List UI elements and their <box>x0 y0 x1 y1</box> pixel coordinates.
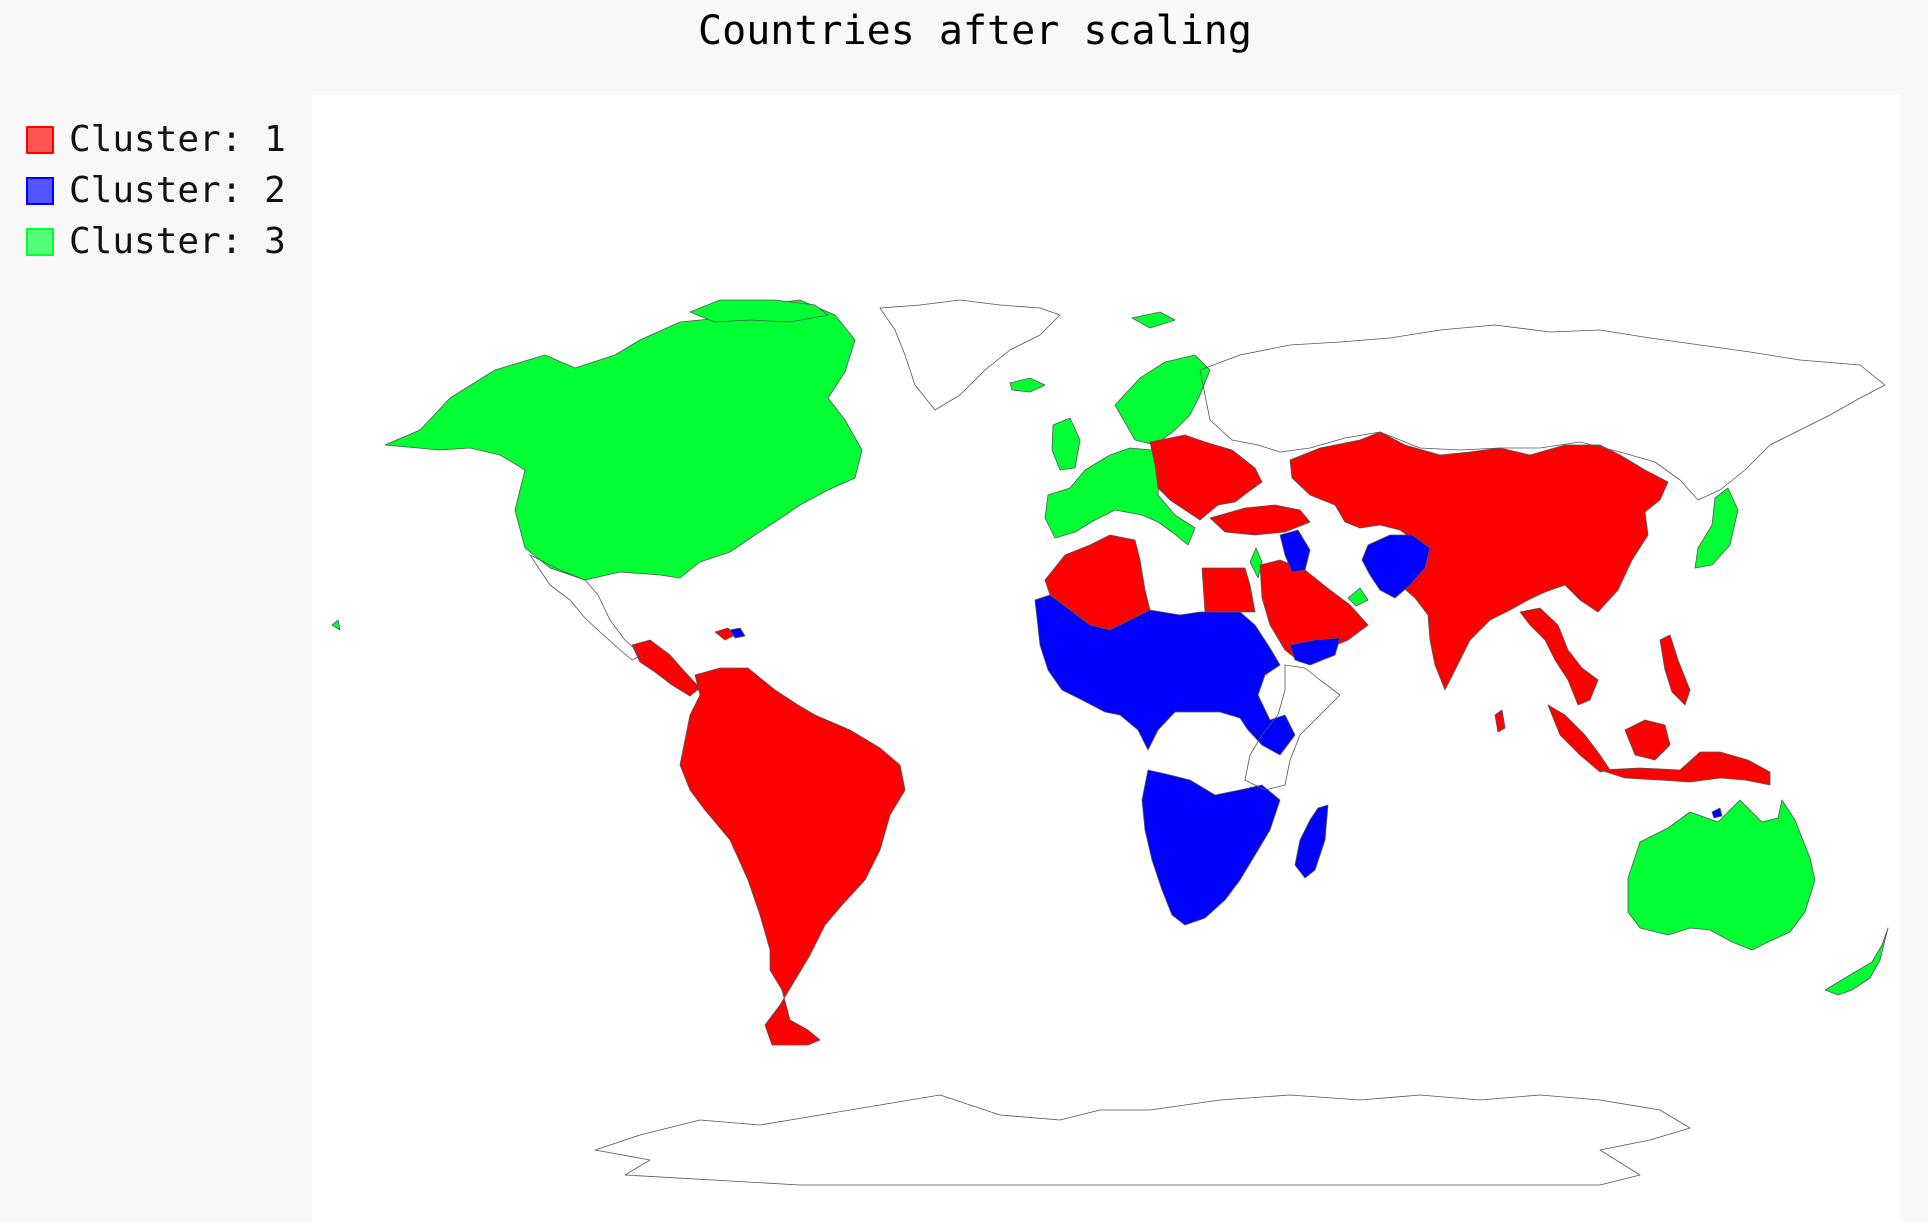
country-eastern-europe <box>1149 434 1263 521</box>
legend-item-cluster-2[interactable]: Cluster: 2 <box>26 165 286 216</box>
country-yemen <box>1289 637 1341 666</box>
country-israel-jordan <box>1249 547 1263 579</box>
country-indonesia-east <box>1599 751 1771 786</box>
country-new-zealand <box>1824 927 1889 996</box>
map-panel <box>312 95 1900 1222</box>
country-iraq-syria <box>1279 529 1311 573</box>
country-norway-sweden-finland <box>1114 354 1211 446</box>
legend-label-cluster-3: Cluster: 3 <box>69 221 286 262</box>
country-iran-afghanistan-pakistan <box>1361 534 1431 599</box>
country-southern-africa <box>1141 769 1281 926</box>
legend: Cluster: 1 Cluster: 2 Cluster: 3 <box>26 114 286 267</box>
country-sri-lanka <box>1494 709 1506 733</box>
legend-swatch-cluster-3 <box>26 227 54 256</box>
world-map <box>331 299 1889 1186</box>
legend-label-cluster-2: Cluster: 2 <box>69 170 286 211</box>
country-russia-outline <box>1199 324 1886 501</box>
country-antarctica-outline <box>594 1094 1691 1186</box>
legend-swatch-cluster-2 <box>26 176 54 205</box>
country-asia-main <box>1289 431 1669 691</box>
country-timor <box>1711 807 1723 819</box>
country-philippines <box>1659 634 1691 706</box>
legend-label-cluster-1: Cluster: 1 <box>69 119 286 160</box>
country-greenland-outline <box>879 299 1061 411</box>
country-uk-ireland <box>1051 417 1081 471</box>
country-haiti <box>729 627 746 639</box>
country-indochina <box>1519 607 1599 706</box>
legend-item-cluster-3[interactable]: Cluster: 3 <box>26 216 286 267</box>
country-south-america <box>679 667 906 1046</box>
country-turkey <box>1209 504 1311 536</box>
country-egypt <box>1201 567 1256 613</box>
country-uae <box>1347 587 1369 607</box>
country-japan <box>1694 487 1739 569</box>
country-svalbard <box>1131 311 1176 329</box>
country-mexico-outline <box>529 554 643 661</box>
country-north-america <box>384 299 863 581</box>
country-indonesia-west <box>1547 704 1611 773</box>
country-hawaii <box>331 619 341 631</box>
legend-item-cluster-1[interactable]: Cluster: 1 <box>26 114 286 165</box>
chart-title: Countries after scaling <box>698 8 1252 54</box>
country-madagascar <box>1294 804 1329 879</box>
country-iceland <box>1009 377 1046 393</box>
country-central-america <box>631 639 701 697</box>
country-east-africa-outline <box>1244 664 1341 791</box>
legend-swatch-cluster-1 <box>26 125 54 154</box>
country-greenland <box>689 299 829 323</box>
country-west-central-africa <box>1034 594 1296 756</box>
country-borneo <box>1624 719 1671 761</box>
country-australia <box>1627 799 1816 951</box>
